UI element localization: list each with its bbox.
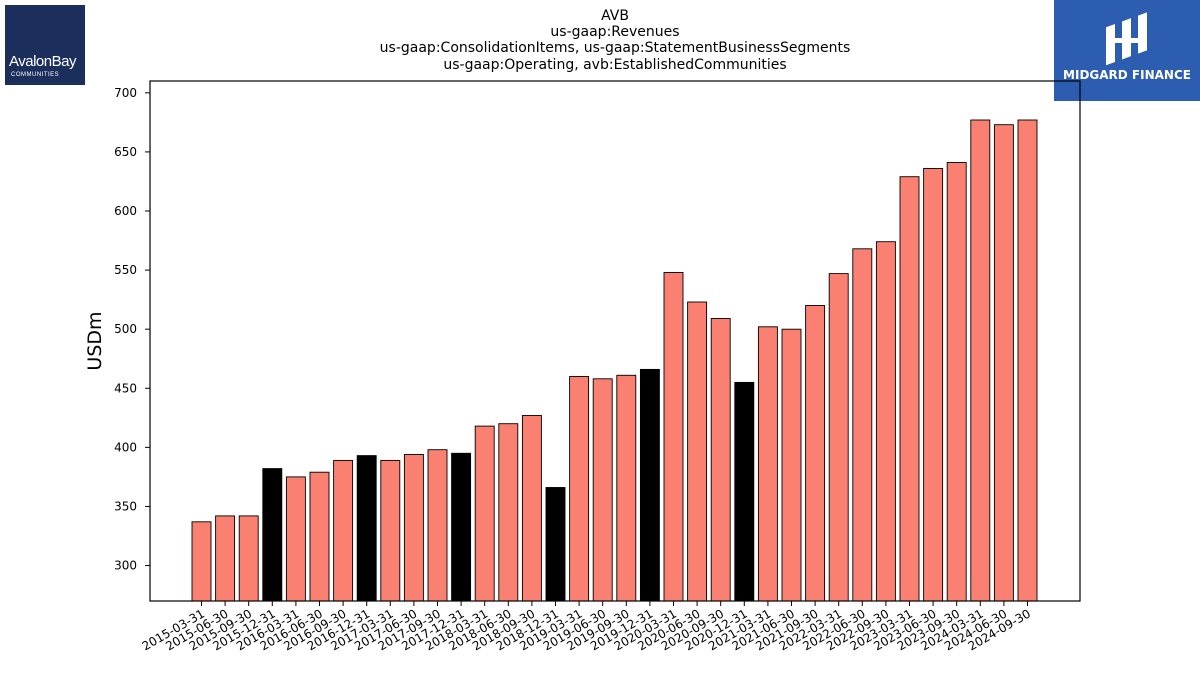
chart-title-line-2: us-gaap:Revenues (550, 24, 679, 40)
bar-2024-09-30 (1017, 119, 1038, 602)
bar-2015-12-31 (262, 468, 283, 602)
bar-2017-09-30 (427, 449, 448, 602)
chart-title-line-1: AVB (601, 8, 629, 24)
bar-2017-03-31 (380, 459, 401, 602)
y-tick-label: 500 (114, 322, 137, 336)
bar-2021-03-31 (757, 326, 778, 602)
bar-2018-09-30 (521, 415, 542, 602)
bar-2016-03-31 (285, 476, 306, 602)
y-tick-label: 300 (114, 559, 137, 573)
avalonbay-logo-subtext: COMMUNITIES (11, 72, 60, 78)
chart-title-line-3: us-gaap:ConsolidationItems, us-gaap:Stat… (380, 40, 851, 56)
bar-2016-12-31 (356, 455, 377, 602)
chart-title: AVB us-gaap:Revenues us-gaap:Consolidati… (380, 8, 851, 73)
avalonbay-logo: AvalonBay COMMUNITIES (5, 5, 85, 85)
y-tick-label: 550 (114, 263, 137, 277)
chart-title-line-4: us-gaap:Operating, avb:EstablishedCommun… (443, 57, 786, 73)
x-axis: 2015-03-312015-06-302015-09-302015-12-31… (140, 601, 1033, 653)
bar-2023-06-30 (923, 168, 944, 602)
y-axis: 300 350 400 450 500 550 600 650 700 (114, 86, 150, 573)
bar-2021-06-30 (781, 328, 802, 602)
y-tick-label: 700 (114, 86, 137, 100)
bar-2018-12-31 (545, 487, 566, 602)
bar-2020-03-31 (663, 272, 684, 602)
bar-2021-09-30 (805, 305, 826, 602)
bar-2018-03-31 (474, 425, 495, 602)
avalonbay-logo-text: AvalonBay (9, 53, 76, 70)
bar-2020-12-31 (734, 381, 755, 602)
bar-2019-12-31 (639, 368, 660, 602)
y-tick-label: 600 (114, 204, 137, 218)
bar-2019-09-30 (616, 374, 637, 602)
y-tick-label: 450 (114, 381, 137, 395)
midgard-finance-logo: MIDGARD FINANCE (1054, 0, 1200, 101)
bar-2020-09-30 (710, 318, 731, 602)
midgard-mark-icon (1106, 12, 1147, 66)
bar-2022-03-31 (828, 273, 849, 602)
bar-2023-09-30 (946, 162, 967, 602)
bar-2022-06-30 (852, 248, 873, 602)
bar-series (191, 119, 1038, 602)
bar-2015-09-30 (238, 515, 259, 602)
y-tick-label: 400 (114, 440, 137, 454)
bar-2016-06-30 (309, 471, 330, 602)
bar-2023-03-31 (899, 176, 920, 602)
bar-2017-12-31 (451, 452, 472, 602)
bar-2015-06-30 (215, 515, 236, 602)
bar-2018-06-30 (498, 423, 519, 602)
bar-2022-09-30 (875, 241, 896, 602)
plot-frame (149, 80, 1081, 602)
midgard-finance-logo-text: MIDGARD FINANCE (1063, 68, 1191, 82)
bar-2024-06-30 (993, 124, 1014, 602)
bar-2016-09-30 (333, 459, 354, 602)
bar-2019-03-31 (569, 376, 590, 602)
bar-2017-06-30 (403, 454, 424, 602)
bar-2024-03-31 (970, 119, 991, 602)
y-tick-label: 350 (114, 499, 137, 513)
y-tick-label: 650 (114, 145, 137, 159)
y-axis-label: USDm (84, 311, 106, 370)
bar-2015-03-31 (191, 521, 212, 602)
bar-2019-06-30 (592, 378, 613, 602)
bar-2020-06-30 (687, 301, 708, 602)
